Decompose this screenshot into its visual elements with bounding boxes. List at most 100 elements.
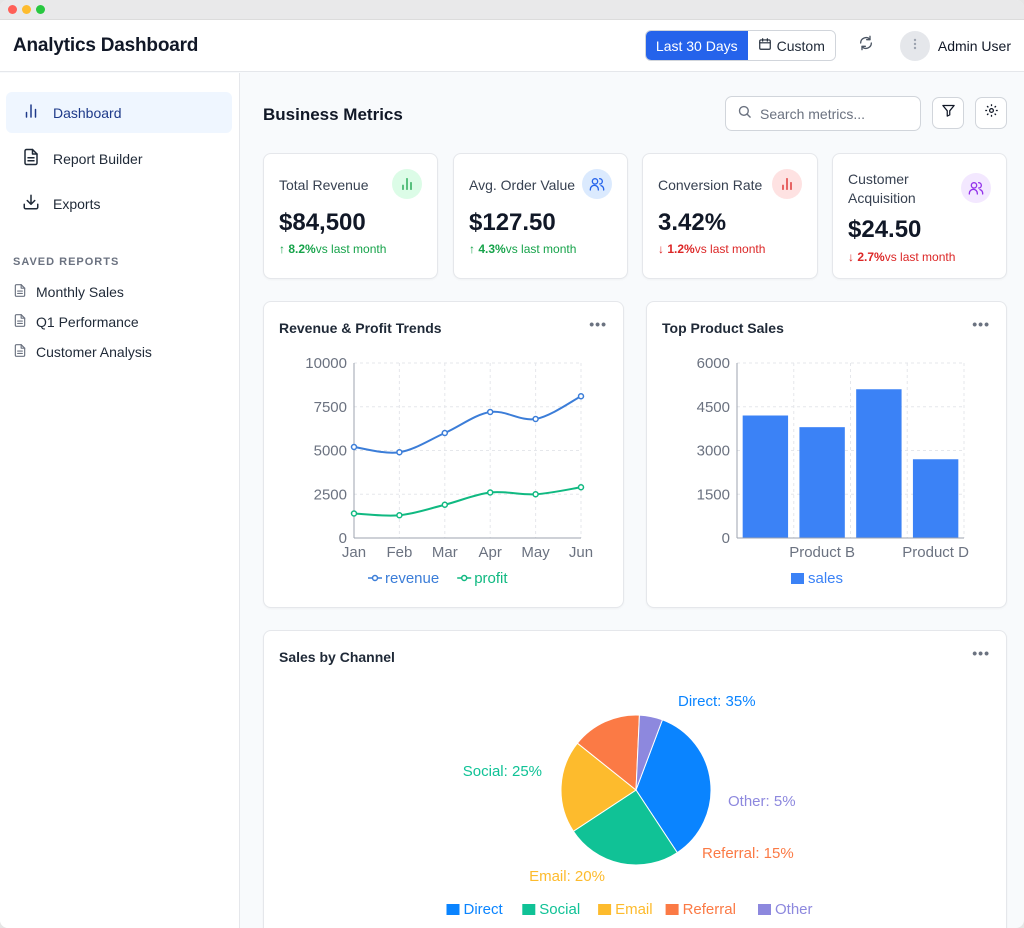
settings-button[interactable] (975, 97, 1007, 129)
sidebar-item-label: Exports (53, 195, 101, 212)
data-point-revenue[interactable] (441, 429, 449, 437)
refresh-button[interactable] (846, 30, 886, 61)
pie-slice-other[interactable] (635, 714, 664, 791)
app-title: Analytics Dashboard (13, 34, 199, 56)
data-point-profit[interactable] (396, 512, 403, 519)
bar-chart-icon (392, 169, 422, 199)
data-point-revenue[interactable] (532, 415, 539, 423)
metric-change-value: 8.2% (288, 242, 316, 256)
metric-change-text: vs last month (505, 242, 577, 256)
gear-icon (984, 103, 999, 123)
data-point-revenue[interactable] (577, 393, 585, 400)
maximize-window-button[interactable] (36, 5, 45, 14)
refresh-icon (858, 35, 874, 56)
users-icon (582, 169, 612, 199)
data-point-profit[interactable] (532, 491, 539, 498)
legend-label-revenue[interactable]: revenue (385, 570, 439, 587)
last-30-days-button[interactable]: Last 30 Days (645, 31, 748, 60)
x-tick-label: Mar (432, 544, 458, 561)
arrow-up-icon: ↑ (279, 242, 289, 256)
legend-marker-sales (791, 573, 804, 584)
saved-report-monthly-sales[interactable]: Monthly Sales (13, 283, 124, 301)
y-tick-label: 4500 (697, 399, 730, 416)
custom-range-label: Custom (776, 37, 825, 54)
pie-slice-social[interactable] (572, 789, 678, 866)
chart-card-revenue-profit: Revenue & Profit Trends ••• 0 2500 5000 750… (263, 301, 624, 608)
arrow-up-icon: ↑ (469, 242, 479, 256)
x-tick-label: Jun (569, 544, 593, 561)
bar-product-a[interactable] (742, 415, 789, 539)
pie-slice-referral[interactable] (576, 714, 640, 792)
more-options-icon[interactable]: ••• (972, 316, 990, 332)
bar-product-c[interactable] (856, 389, 902, 538)
saved-report-label: Monthly Sales (36, 284, 124, 300)
bar-product-b[interactable] (799, 427, 845, 538)
saved-report-customer-analysis[interactable]: Customer Analysis (13, 343, 152, 361)
legend-marker-social (522, 904, 536, 915)
bar-chart-icon (772, 169, 802, 199)
y-tick-label: 10000 (305, 355, 347, 372)
filter-icon (941, 103, 956, 123)
slice-label-referral: Referral: 15% (702, 845, 794, 862)
x-tick-label: Jan (342, 544, 366, 561)
download-icon (22, 193, 40, 214)
data-point-profit[interactable] (486, 489, 494, 496)
legend-label-direct[interactable]: Direct (464, 901, 504, 918)
pie-slice-email[interactable] (560, 742, 637, 832)
legend-label-social[interactable]: Social (539, 901, 580, 918)
legend-label-sales[interactable]: sales (808, 570, 843, 587)
metric-card-avg-order-value: Avg. Order Value $127.50 ↑ 4.3%vs last m… (453, 153, 628, 279)
chart-title: Top Product Sales (662, 320, 784, 336)
y-tick-label: 7500 (314, 399, 347, 416)
y-tick-label: 6000 (697, 355, 730, 372)
close-window-button[interactable] (8, 5, 17, 14)
avatar[interactable] (899, 30, 930, 61)
pie-slice-direct[interactable] (635, 719, 712, 854)
calendar-icon (758, 37, 772, 54)
legend-marker-profit (460, 574, 468, 582)
legend-label-profit[interactable]: profit (474, 570, 508, 587)
pie-chart: Direct: 35% Social: 25% Email: 20% Referral… (446, 693, 813, 918)
series-line-revenue (353, 395, 582, 454)
data-point-revenue[interactable] (486, 408, 494, 416)
metric-change-text: vs last month (694, 242, 766, 256)
metric-change-text: vs last month (884, 250, 956, 264)
filter-button[interactable] (932, 97, 964, 129)
sidebar: Dashboard Report Builder Exports SAVED R… (0, 73, 240, 928)
search-box[interactable] (725, 96, 921, 131)
saved-report-q1-performance[interactable]: Q1 Performance (13, 313, 139, 331)
y-tick-label: 3000 (697, 443, 730, 460)
data-point-profit[interactable] (441, 501, 449, 508)
bar-product-d[interactable] (912, 459, 959, 538)
sidebar-item-report-builder[interactable]: Report Builder (6, 138, 232, 179)
minimize-window-button[interactable] (22, 5, 31, 14)
data-point-profit[interactable] (577, 484, 585, 491)
data-point-revenue[interactable] (396, 449, 403, 456)
metric-change: ↓ 1.2%vs last month (658, 242, 765, 256)
legend-label-email[interactable]: Email (615, 901, 653, 918)
sidebar-item-exports[interactable]: Exports (6, 183, 232, 224)
more-options-icon[interactable]: ••• (589, 316, 607, 332)
chart-title: Revenue & Profit Trends (279, 320, 442, 336)
data-point-profit[interactable] (350, 510, 358, 517)
bar-chart-icon (22, 102, 40, 123)
sidebar-item-dashboard[interactable]: Dashboard (6, 92, 232, 133)
legend-label-referral[interactable]: Referral (683, 901, 736, 918)
legend-marker-email (598, 904, 612, 915)
more-options-icon[interactable]: ••• (972, 645, 990, 661)
series-line-profit (353, 486, 582, 517)
chart-title: Sales by Channel (279, 649, 395, 665)
y-tick-label: 2500 (314, 486, 347, 503)
saved-report-label: Customer Analysis (36, 344, 152, 360)
data-point-revenue[interactable] (350, 443, 358, 451)
sidebar-item-label: Report Builder (53, 150, 143, 167)
metric-value: 3.42% (658, 209, 727, 236)
legend-label-other[interactable]: Other (775, 901, 813, 918)
main-content: Business Metrics Total Revenue $84,500 ↑… (241, 73, 1024, 928)
user-name[interactable]: Admin User (937, 37, 1011, 54)
custom-range-button[interactable]: Custom (747, 31, 835, 60)
search-input[interactable] (760, 105, 910, 122)
document-icon (13, 313, 27, 331)
metric-change-value: 2.7% (857, 250, 885, 264)
metric-change-text: vs last month (315, 242, 387, 256)
